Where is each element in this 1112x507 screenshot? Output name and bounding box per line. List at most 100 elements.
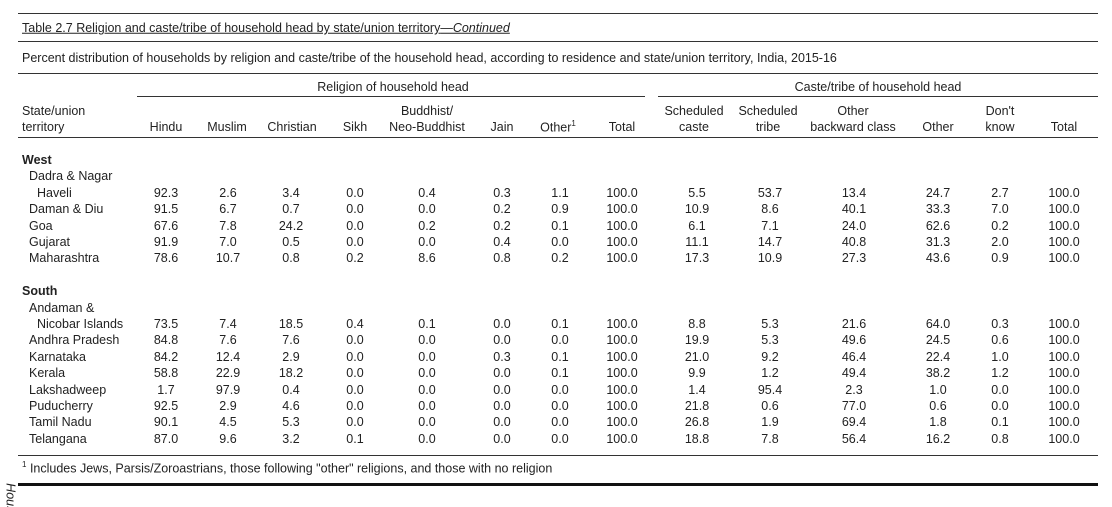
title-suffix: —Continued [440,20,510,35]
cell: 24.5 [925,333,951,348]
cell: 0.0 [418,398,436,413]
cell: 100.0 [1048,234,1080,249]
cell: 58.8 [153,365,179,380]
cell: 1.0 [929,382,947,397]
column-header: Scheduled [664,103,724,118]
state-name: Tamil Nadu [29,415,92,430]
cell: 100.0 [606,349,638,364]
column-header: Total [608,119,636,134]
cell: 0.0 [551,333,569,348]
cell: 78.6 [153,251,179,266]
cell: 91.9 [153,234,179,249]
cell: 2.6 [219,185,237,200]
cell: 14.7 [757,234,783,249]
cell: 0.9 [991,251,1009,266]
rule [18,137,1098,138]
cell: 3.2 [282,431,300,446]
cell: 100.0 [606,333,638,348]
cell: 0.0 [551,431,569,446]
column-header: caste [679,119,709,134]
header-text: Other [540,120,572,135]
cell: 0.2 [493,201,511,216]
state-name: Daman & Diu [29,201,104,216]
group-rule [658,96,1098,97]
cell: 0.0 [418,201,436,216]
cell: 1.8 [929,415,947,430]
state-name: Andaman & [29,300,95,315]
column-header: territory [22,119,65,134]
cell: 0.1 [551,316,569,331]
cell: 92.3 [153,185,179,200]
rule [18,73,1098,74]
cell: 53.7 [757,185,783,200]
side-label: House [3,483,18,507]
cell: 24.2 [278,218,304,233]
cell: 0.8 [991,431,1009,446]
bottom-rule [18,483,1098,486]
cell: 0.0 [418,349,436,364]
cell: 3.4 [282,185,300,200]
column-header: Other1 [540,120,576,134]
cell: 8.6 [761,201,779,216]
cell: 0.3 [493,185,511,200]
footnote-text: Includes Jews, Parsis/Zoroastrians, thos… [29,461,553,476]
cell: 49.4 [841,365,867,380]
cell: 0.0 [493,365,511,380]
cell: 13.4 [841,185,867,200]
cell: 100.0 [1048,398,1080,413]
state-name: Telangana [29,431,87,446]
cell: 100.0 [1048,415,1080,430]
column-header: backward class [810,119,896,134]
cell: 7.8 [219,218,237,233]
cell: 5.3 [761,316,779,331]
cell: 0.0 [346,234,364,249]
cell: 21.8 [684,398,710,413]
cell: 0.0 [346,398,364,413]
cell: 0.0 [991,398,1009,413]
group-rule [137,96,645,97]
cell: 22.9 [215,365,241,380]
note-mark: 1 [571,119,576,129]
rule [18,41,1098,42]
cell: 7.0 [219,234,237,249]
cell: 9.2 [761,349,779,364]
cell: 100.0 [1048,201,1080,216]
cell: 100.0 [1048,185,1080,200]
cell: 18.5 [278,316,304,331]
state-name: Nicobar Islands [37,316,124,331]
cell: 6.1 [688,218,706,233]
column-header: Hindu [149,119,183,134]
top-rule [18,13,1098,14]
section-name: South [22,283,58,298]
cell: 4.6 [282,398,300,413]
cell: 7.8 [761,431,779,446]
cell: 4.5 [219,415,237,430]
cell: 0.0 [551,234,569,249]
cell: 0.4 [282,382,300,397]
cell: 84.2 [153,349,179,364]
cell: 0.0 [346,218,364,233]
cell: 7.4 [219,316,237,331]
cell: 64.0 [925,316,951,331]
cell: 0.0 [346,349,364,364]
cell: 1.9 [761,415,779,430]
cell: 31.3 [925,234,951,249]
cell: 0.0 [346,382,364,397]
cell: 1.4 [688,382,706,397]
cell: 1.2 [761,365,779,380]
cell: 9.6 [219,431,237,446]
cell: 0.9 [551,201,569,216]
cell: 12.4 [215,349,241,364]
cell: 100.0 [1048,349,1080,364]
column-header: Other [837,103,869,118]
state-name: Haveli [37,185,72,200]
cell: 87.0 [153,431,179,446]
column-header: Neo-Buddhist [389,119,465,134]
cell: 2.9 [219,398,237,413]
state-name: Dadra & Nagar [29,169,113,184]
cell: 22.4 [925,349,951,364]
cell: 18.2 [278,365,304,380]
cell: 16.2 [925,431,951,446]
cell: 0.0 [551,415,569,430]
